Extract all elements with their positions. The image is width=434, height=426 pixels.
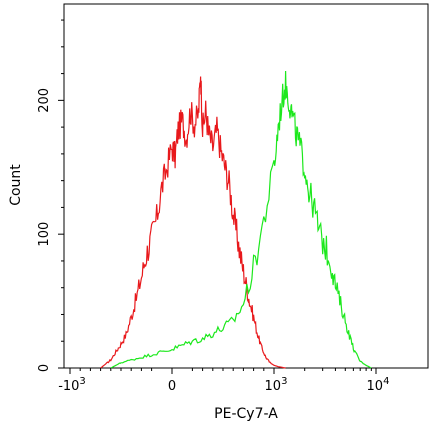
x-tick-label: 0 — [168, 379, 176, 394]
y-axis: 0 100 200 — [37, 19, 64, 372]
series-line-2 — [110, 70, 372, 369]
plot-frame — [63, 3, 429, 369]
y-tick-label: 200 — [37, 88, 52, 113]
x-axis-title: PE-Cy7-A — [214, 406, 278, 422]
series-layer — [100, 70, 372, 369]
x-tick-label: 104 — [367, 376, 390, 394]
y-tick-label: 0 — [37, 364, 52, 372]
y-axis-title: Count — [8, 164, 24, 206]
y-tick-label: 100 — [37, 222, 52, 247]
x-tick-label: 103 — [265, 376, 288, 394]
x-tick-label: -103 — [58, 376, 86, 394]
series-line-1 — [100, 76, 286, 369]
x-axis: -103 0 103 104 — [58, 368, 389, 394]
